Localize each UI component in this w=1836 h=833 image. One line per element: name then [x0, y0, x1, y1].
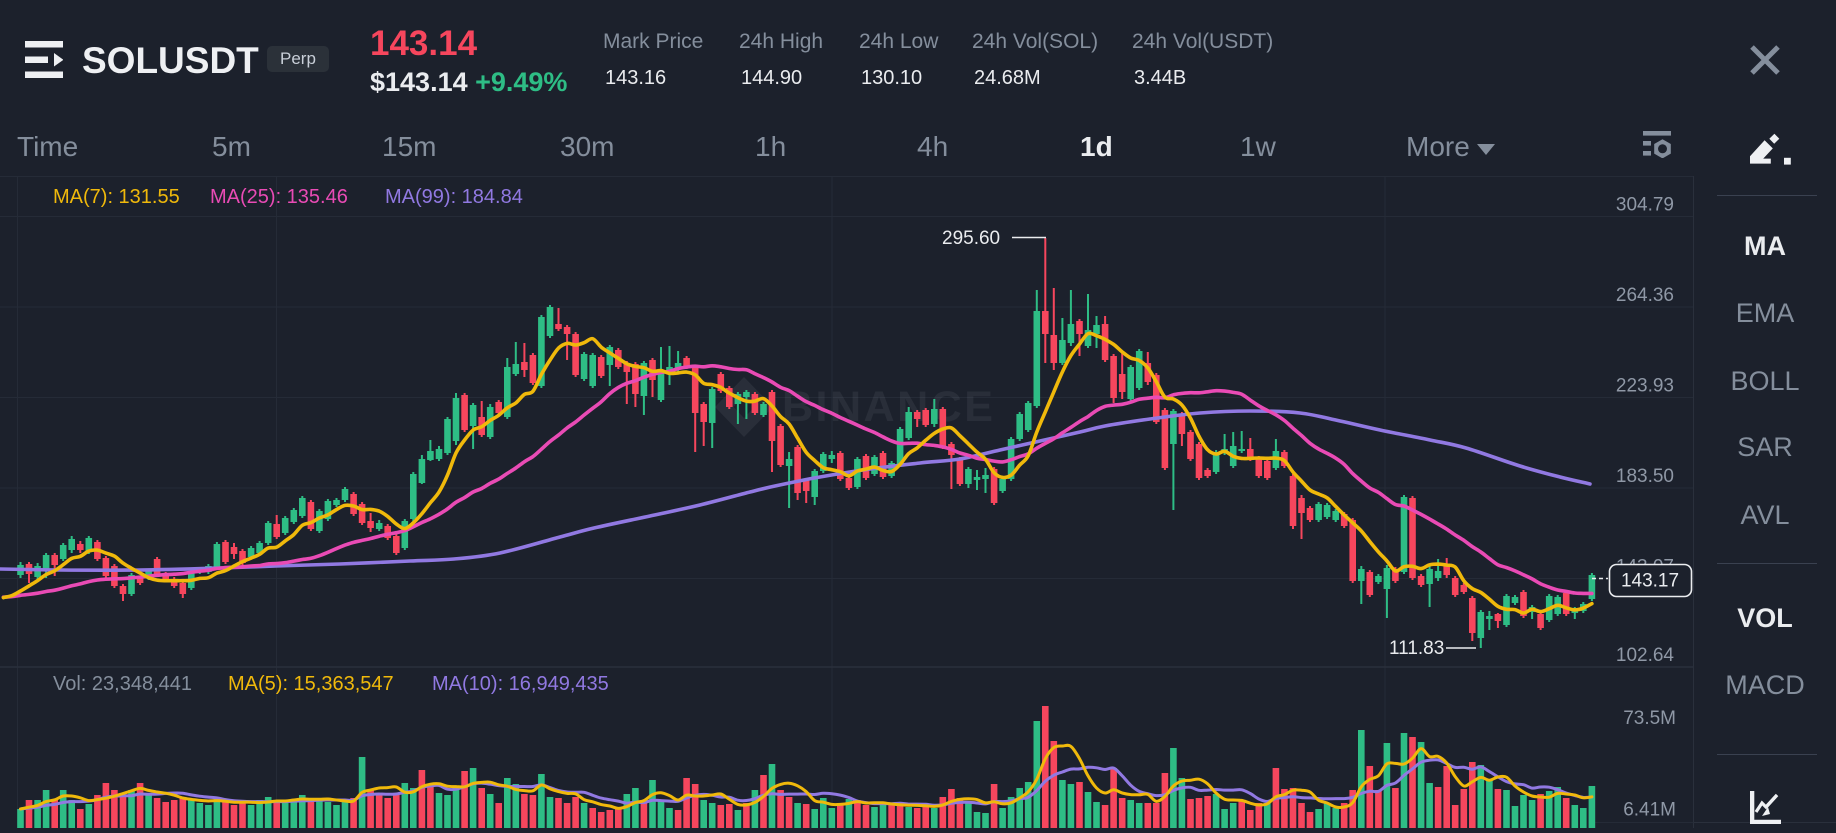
svg-text:183.50: 183.50 [1616, 466, 1674, 487]
svg-text:102.64: 102.64 [1616, 645, 1675, 666]
svg-text:295.60: 295.60 [942, 228, 1000, 249]
svg-text:MA(10): 16,949,435: MA(10): 16,949,435 [432, 673, 609, 695]
svg-text:143.17: 143.17 [1621, 571, 1679, 592]
svg-text:Vol: 23,348,441: Vol: 23,348,441 [53, 673, 192, 695]
svg-text:223.93: 223.93 [1616, 376, 1674, 397]
svg-text:MA(7): 131.55: MA(7): 131.55 [53, 186, 180, 208]
svg-text:304.79: 304.79 [1616, 195, 1674, 216]
svg-text:111.83: 111.83 [1389, 638, 1444, 659]
svg-text:MA(99): 184.84: MA(99): 184.84 [385, 186, 523, 208]
svg-text:MA(25): 135.46: MA(25): 135.46 [210, 186, 348, 208]
svg-text:6.41M: 6.41M [1623, 800, 1676, 821]
svg-text:264.36: 264.36 [1616, 285, 1674, 306]
svg-text:MA(5): 15,363,547: MA(5): 15,363,547 [228, 673, 394, 695]
svg-text:73.5M: 73.5M [1623, 708, 1676, 729]
